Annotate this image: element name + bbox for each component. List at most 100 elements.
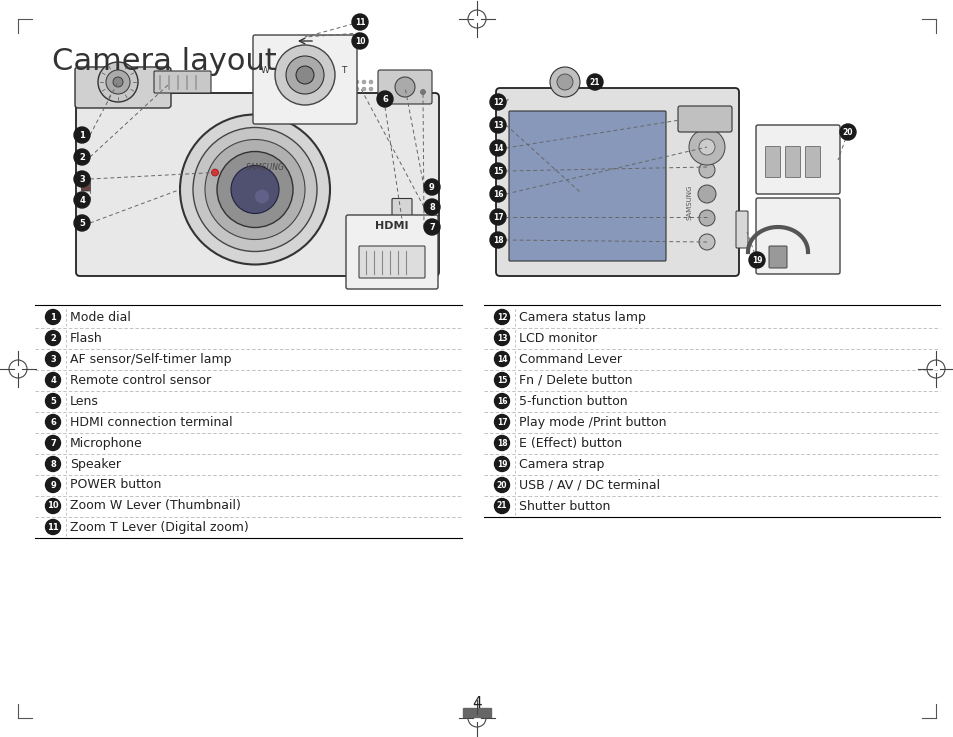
Text: 6: 6 bbox=[381, 94, 388, 103]
Circle shape bbox=[376, 91, 393, 107]
FancyBboxPatch shape bbox=[804, 147, 820, 178]
FancyBboxPatch shape bbox=[76, 93, 438, 276]
Text: Camera layout: Camera layout bbox=[52, 47, 276, 76]
Circle shape bbox=[699, 210, 714, 226]
Text: HDMI connection terminal: HDMI connection terminal bbox=[70, 416, 233, 428]
Circle shape bbox=[423, 179, 439, 195]
FancyBboxPatch shape bbox=[784, 147, 800, 178]
Circle shape bbox=[74, 215, 90, 231]
Circle shape bbox=[205, 139, 305, 240]
Circle shape bbox=[180, 114, 330, 265]
Text: 8: 8 bbox=[429, 203, 435, 212]
Text: 3: 3 bbox=[79, 175, 85, 184]
FancyBboxPatch shape bbox=[764, 147, 780, 178]
FancyBboxPatch shape bbox=[377, 70, 432, 104]
Circle shape bbox=[494, 478, 509, 492]
Circle shape bbox=[688, 129, 724, 165]
Circle shape bbox=[490, 163, 505, 179]
Circle shape bbox=[395, 77, 415, 97]
Text: SAMSUNG: SAMSUNG bbox=[245, 163, 284, 172]
Text: 20: 20 bbox=[841, 128, 852, 136]
Circle shape bbox=[748, 252, 764, 268]
FancyBboxPatch shape bbox=[496, 88, 739, 276]
Text: 20: 20 bbox=[497, 481, 507, 489]
Circle shape bbox=[698, 185, 716, 203]
Circle shape bbox=[74, 149, 90, 165]
Text: AF sensor/Self-timer lamp: AF sensor/Self-timer lamp bbox=[70, 352, 232, 366]
Text: Microphone: Microphone bbox=[70, 436, 143, 450]
Text: Fn / Delete button: Fn / Delete button bbox=[518, 374, 632, 386]
Circle shape bbox=[700, 139, 713, 153]
Text: 2: 2 bbox=[50, 334, 56, 343]
Circle shape bbox=[46, 456, 60, 472]
Text: 5-function button: 5-function button bbox=[518, 394, 627, 408]
FancyBboxPatch shape bbox=[253, 35, 356, 124]
Circle shape bbox=[490, 232, 505, 248]
Circle shape bbox=[212, 169, 218, 176]
Circle shape bbox=[46, 436, 60, 450]
FancyBboxPatch shape bbox=[392, 198, 412, 236]
Circle shape bbox=[699, 234, 714, 250]
Circle shape bbox=[490, 117, 505, 133]
Circle shape bbox=[699, 162, 714, 178]
Text: 11: 11 bbox=[47, 523, 59, 531]
Circle shape bbox=[494, 414, 509, 430]
Circle shape bbox=[355, 87, 358, 91]
Circle shape bbox=[369, 80, 373, 84]
Text: 15: 15 bbox=[493, 167, 502, 175]
Text: Zoom T Lever (Digital zoom): Zoom T Lever (Digital zoom) bbox=[70, 520, 249, 534]
Circle shape bbox=[369, 87, 373, 91]
Circle shape bbox=[295, 66, 314, 84]
Text: Speaker: Speaker bbox=[70, 458, 121, 470]
Text: E (Effect) button: E (Effect) button bbox=[518, 436, 621, 450]
FancyBboxPatch shape bbox=[678, 106, 731, 132]
Circle shape bbox=[46, 520, 60, 534]
Circle shape bbox=[494, 394, 509, 408]
Circle shape bbox=[46, 394, 60, 408]
Circle shape bbox=[355, 80, 358, 84]
FancyBboxPatch shape bbox=[509, 111, 665, 261]
Circle shape bbox=[348, 80, 352, 84]
Circle shape bbox=[46, 352, 60, 366]
Circle shape bbox=[74, 127, 90, 143]
Circle shape bbox=[74, 192, 90, 208]
Text: Camera status lamp: Camera status lamp bbox=[518, 310, 645, 324]
Circle shape bbox=[361, 87, 366, 91]
Text: 7: 7 bbox=[51, 439, 56, 447]
Circle shape bbox=[494, 498, 509, 514]
Text: 18: 18 bbox=[492, 236, 503, 245]
Text: 12: 12 bbox=[497, 312, 507, 321]
Circle shape bbox=[840, 124, 855, 140]
FancyBboxPatch shape bbox=[75, 67, 171, 108]
Circle shape bbox=[46, 414, 60, 430]
Text: 5: 5 bbox=[79, 218, 85, 228]
Text: 17: 17 bbox=[492, 212, 503, 222]
Text: 15: 15 bbox=[497, 375, 507, 385]
Text: 11: 11 bbox=[355, 18, 365, 27]
Text: Remote control sensor: Remote control sensor bbox=[70, 374, 211, 386]
Text: 1: 1 bbox=[50, 312, 56, 321]
Text: Mode dial: Mode dial bbox=[70, 310, 131, 324]
Circle shape bbox=[98, 62, 138, 102]
Text: 4: 4 bbox=[472, 696, 481, 710]
Text: HDMI: HDMI bbox=[375, 221, 408, 231]
Text: 21: 21 bbox=[589, 77, 599, 86]
Circle shape bbox=[490, 94, 505, 110]
Text: 7: 7 bbox=[429, 223, 435, 231]
Text: 13: 13 bbox=[493, 121, 503, 130]
Text: 10: 10 bbox=[47, 501, 59, 511]
FancyBboxPatch shape bbox=[153, 71, 211, 93]
Circle shape bbox=[231, 166, 278, 214]
Circle shape bbox=[423, 219, 439, 235]
Circle shape bbox=[46, 478, 60, 492]
Circle shape bbox=[699, 139, 714, 155]
Text: 18: 18 bbox=[497, 439, 507, 447]
Text: Lens: Lens bbox=[70, 394, 99, 408]
Circle shape bbox=[193, 128, 316, 251]
Text: POWER button: POWER button bbox=[70, 478, 161, 492]
Circle shape bbox=[490, 186, 505, 202]
Circle shape bbox=[352, 33, 368, 49]
Circle shape bbox=[494, 436, 509, 450]
Text: 1: 1 bbox=[79, 130, 85, 139]
Text: 3: 3 bbox=[51, 354, 56, 363]
